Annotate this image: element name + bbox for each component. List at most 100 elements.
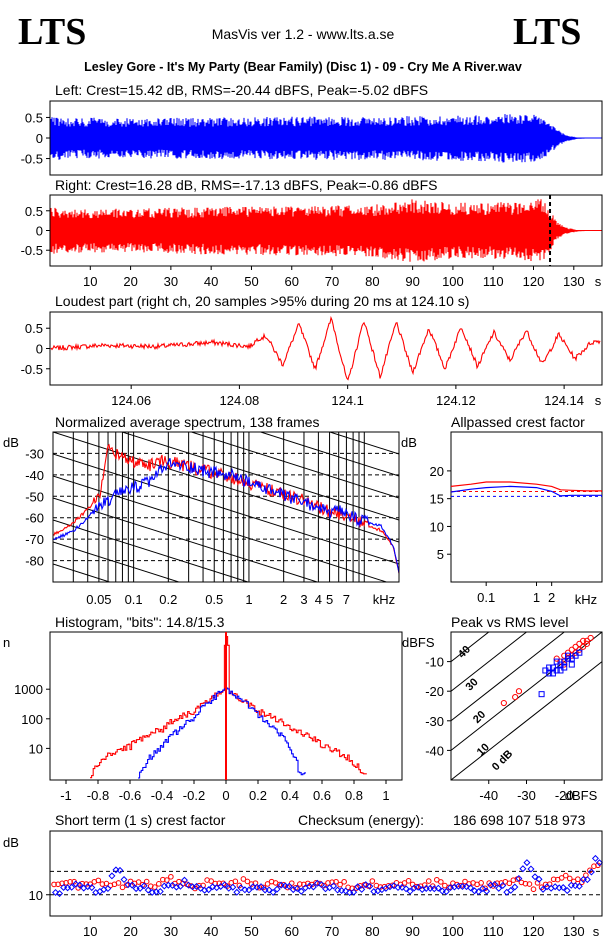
stc-left-point	[479, 884, 487, 892]
stc-xtick-7-label: 80	[365, 924, 379, 939]
stc-left-point	[68, 883, 76, 891]
stc-right-point	[494, 880, 501, 887]
prms-left-point	[568, 661, 575, 668]
loudest-xunit: s	[595, 393, 602, 408]
stc-left-point	[519, 865, 527, 873]
stc-left-point	[523, 859, 531, 867]
hist-xtick-7-label: 0.4	[281, 788, 299, 803]
stc-right-point	[95, 877, 102, 884]
prms-right-point	[583, 637, 591, 644]
p-right-xtick-8-label: 90	[405, 274, 419, 289]
logo-left: LTS	[18, 11, 86, 53]
stc-right-point	[119, 884, 126, 891]
hist-ytick-1-label: 100	[21, 712, 43, 727]
prms-right-point	[515, 688, 523, 695]
spectrum-xlabel-3: 0.5	[205, 592, 223, 607]
stc-left-point	[390, 882, 398, 890]
stc-left-point	[567, 881, 575, 889]
p-right-xtick-1-label: 20	[123, 274, 137, 289]
spectrum-frame	[52, 431, 400, 583]
p-right-xtick-7-label: 80	[365, 274, 379, 289]
stc-right-point	[240, 876, 247, 882]
stc-left-point	[587, 868, 595, 876]
stc-left-point	[293, 884, 301, 893]
stc-left-point	[136, 884, 144, 892]
prms-right-point	[583, 640, 591, 647]
p-left-ytick-1-label: 0	[36, 131, 43, 146]
hist-xtick-3-label: -0.4	[151, 788, 173, 803]
stc-left-point	[575, 882, 583, 890]
prms-left-point	[538, 691, 545, 698]
crest-ylabel: dB	[401, 435, 417, 450]
stc-right-point	[164, 877, 170, 883]
spectrum-ylabel-5: -80	[25, 554, 44, 569]
stc-left-point	[128, 881, 136, 889]
spectrum-ylabel-4: -70	[25, 532, 44, 547]
stc-left-point	[499, 881, 507, 890]
stc-left-point	[245, 886, 253, 894]
stc-left-point	[193, 882, 201, 890]
spectrum-ylabel-2: -50	[25, 489, 44, 504]
stc-xtick-3-label: 40	[204, 924, 218, 939]
hist-ylabel: n	[3, 635, 10, 650]
stc-left-point	[362, 881, 370, 889]
stc-left-point	[406, 887, 414, 895]
stc-left-point	[366, 882, 374, 890]
right-wave-title: Right: Crest=16.28 dB, RMS=-17.13 dBFS, …	[55, 177, 437, 193]
p-right-xtick-11-label: 120	[523, 274, 545, 289]
stc-right-point	[67, 879, 73, 885]
stc-right-point	[438, 879, 444, 885]
stc-left-point	[209, 883, 217, 891]
prms-right-point	[500, 699, 507, 707]
stc-xtick-4-label: 50	[244, 924, 258, 939]
stc-left-point	[595, 859, 603, 867]
stc-right-point	[160, 876, 166, 883]
spectrum-xlabel-7: 4	[315, 592, 322, 607]
stc-left-point	[535, 875, 543, 883]
stc-right-point	[333, 878, 339, 885]
loudest-part-panel: 0.5 0 -0.5 124.06 124.08 124.1 124.12 124.14 s	[21, 311, 603, 408]
crest-ytick-3-label: 5	[437, 547, 444, 562]
spectrum-slope-4	[189, 432, 399, 499]
logo-right: LTS	[513, 11, 581, 53]
stc-right-point	[99, 881, 106, 887]
stc-right-point	[566, 875, 573, 882]
stc-xtick-9-label: 100	[442, 924, 464, 939]
crest-allpass-title: Allpassed crest factor	[451, 414, 585, 430]
prms-xtick-0-label: -40	[479, 788, 498, 803]
prms-right-point	[587, 634, 594, 642]
stc-xtick-1-label: 20	[123, 924, 137, 939]
crest-right-line	[450, 481, 602, 492]
loudest-xtick-0-label: 124.06	[111, 393, 151, 408]
stc-left-point	[156, 887, 164, 896]
stc-right-point	[337, 881, 343, 888]
stc-right-point	[425, 878, 432, 884]
peak-rms-title: Peak vs RMS level	[451, 614, 568, 630]
stc-right-point	[341, 878, 347, 885]
p-right-xunit: s	[595, 274, 602, 289]
stc-left-point	[434, 884, 442, 892]
stc-left-point	[176, 882, 184, 890]
p-right-ytick-0-label: 0.5	[25, 204, 43, 219]
stc-right-point	[264, 881, 271, 887]
stc-left-point	[342, 887, 350, 895]
stc-left-point	[221, 881, 229, 889]
prms-diag-4	[451, 660, 602, 780]
stc-left-point	[184, 881, 193, 889]
stc-right-point	[143, 878, 150, 885]
prms-left-point	[576, 649, 583, 656]
stc-xtick-11-label: 120	[523, 924, 545, 939]
prms-right-point	[568, 646, 575, 653]
stc-left-point	[414, 883, 422, 891]
hist-xtick-10-label: 1	[382, 788, 389, 803]
stc-left-point	[483, 887, 491, 895]
stc-right-point	[558, 875, 565, 881]
stc-left-point	[108, 872, 116, 880]
stc-right-point	[135, 879, 142, 885]
stc-left-point	[84, 883, 92, 891]
crest-left-line	[450, 485, 602, 497]
crest-ytick-2-label: 10	[430, 519, 444, 534]
stc-right-point	[151, 884, 158, 890]
p-right-xtick-10-label: 110	[483, 274, 504, 289]
stc-title: Short term (1 s) crest factor	[55, 812, 226, 828]
